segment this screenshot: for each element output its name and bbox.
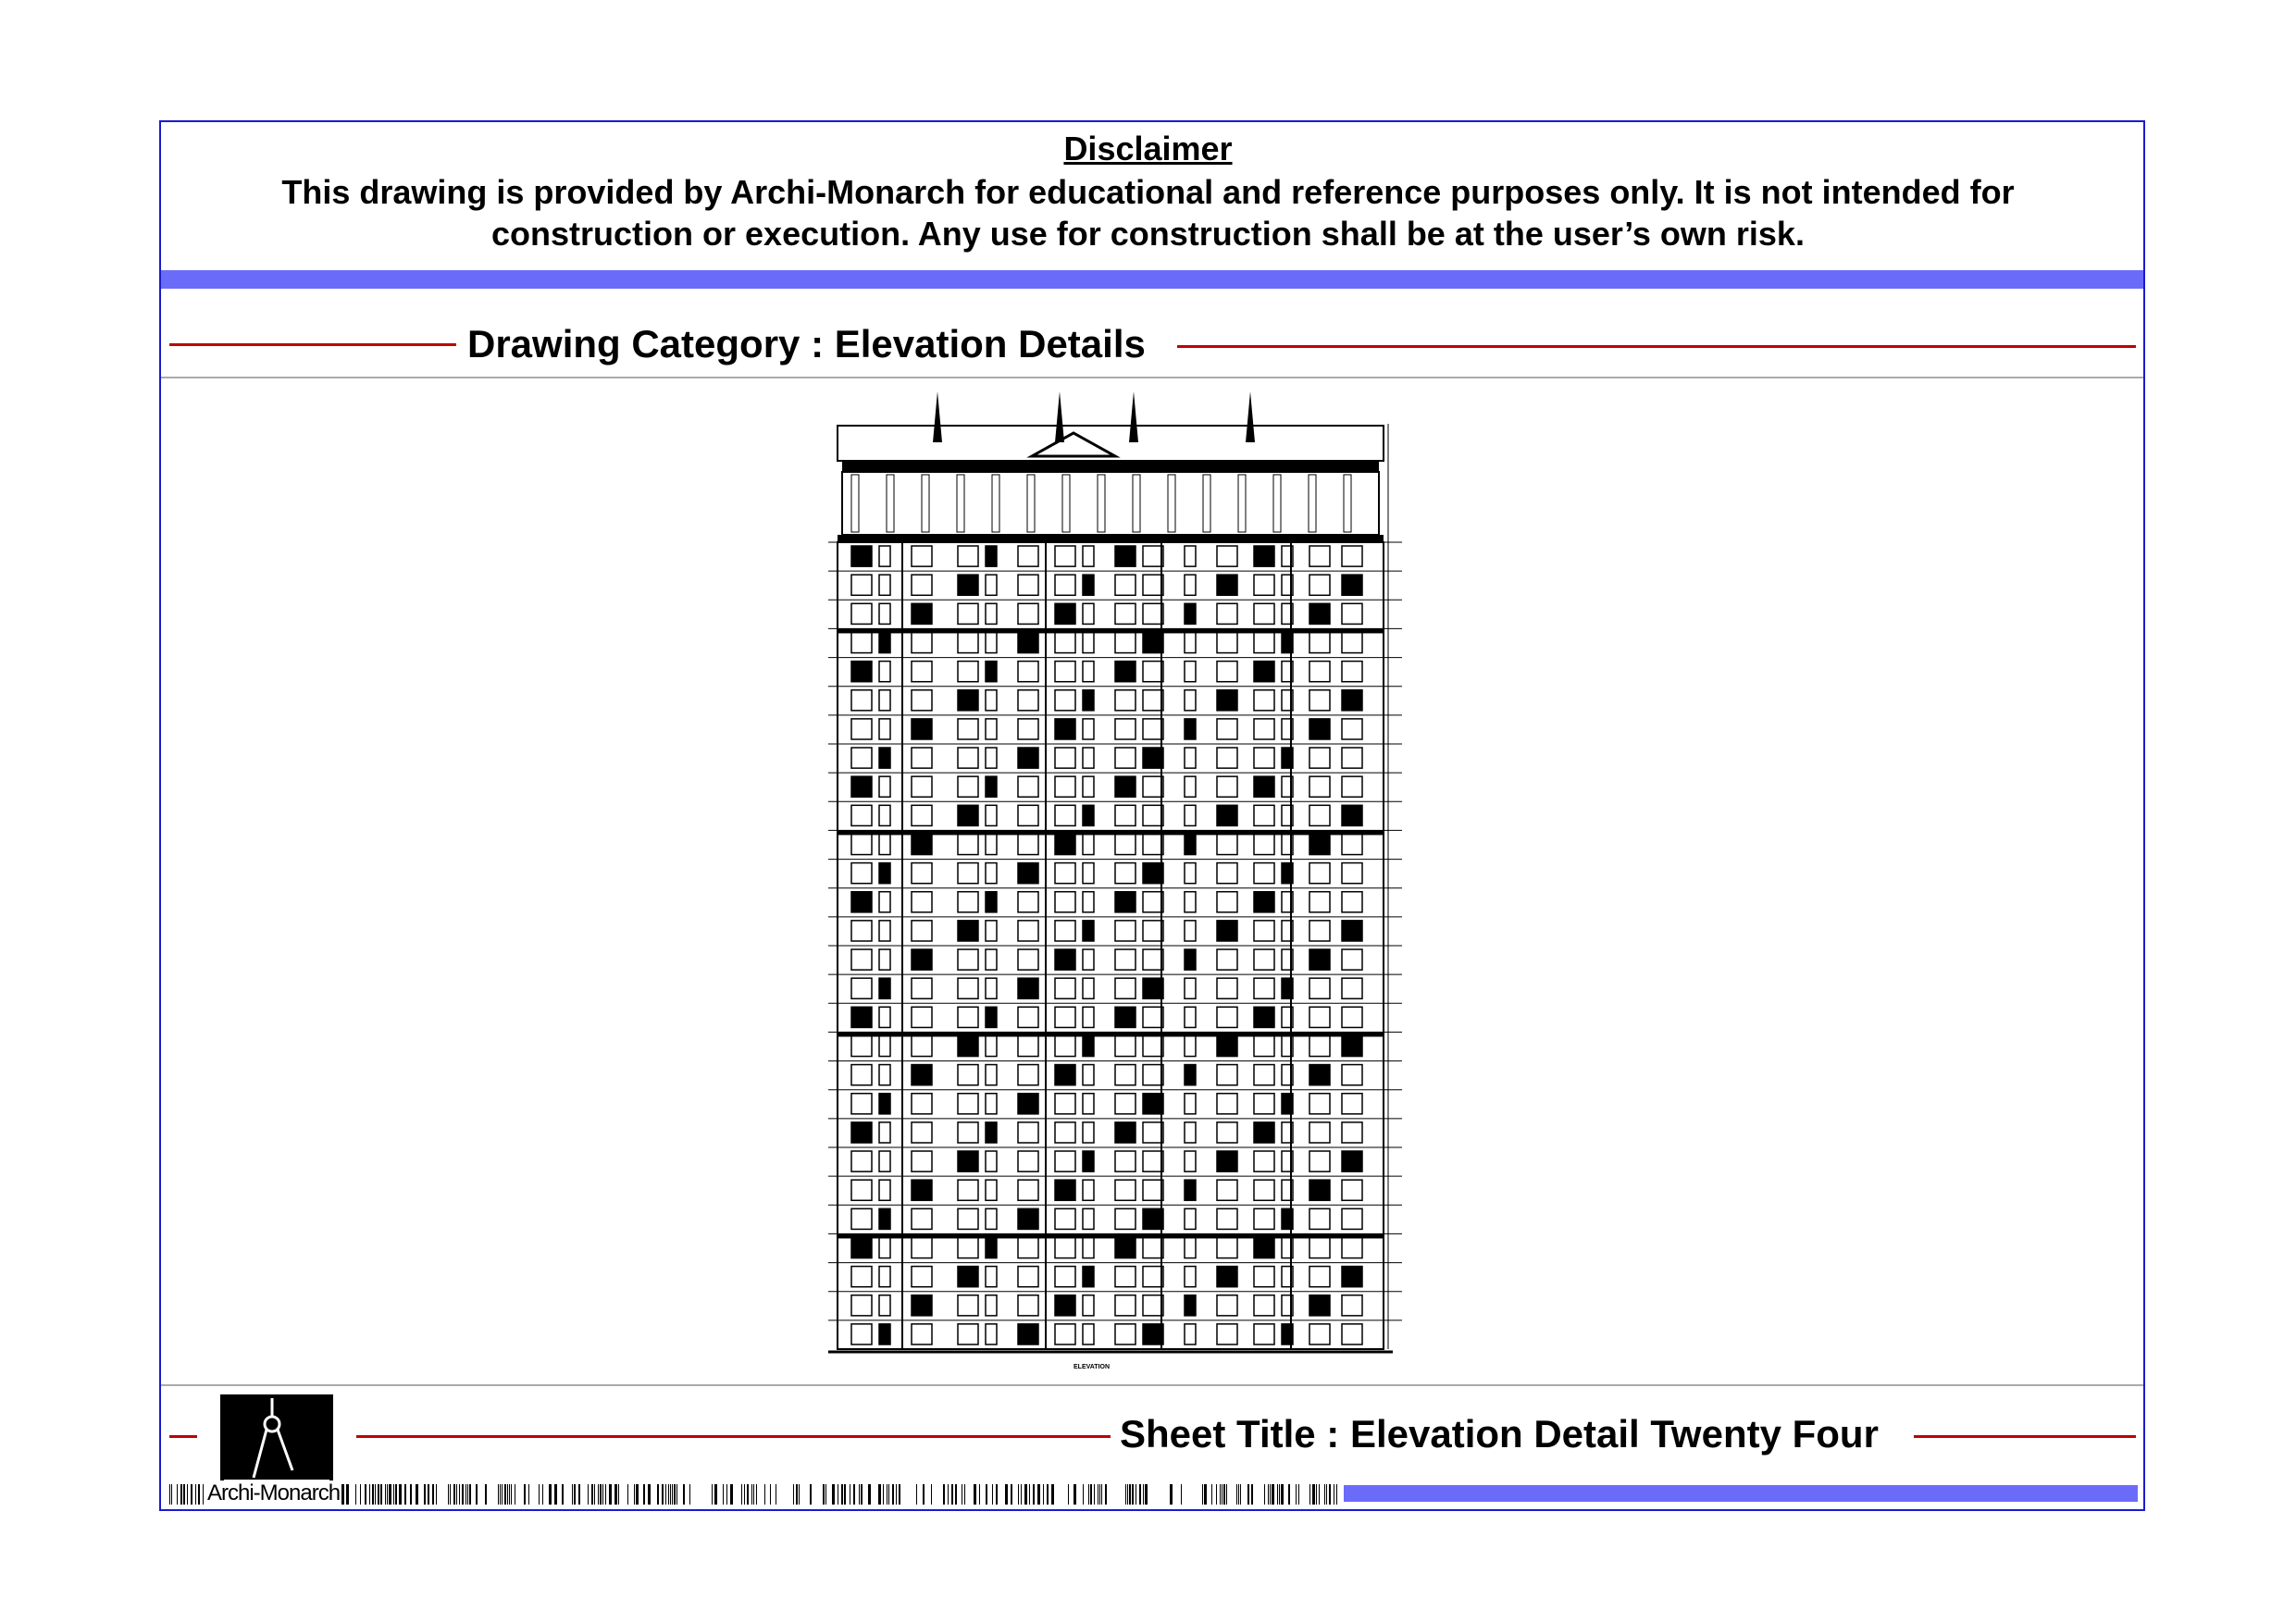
disclaimer-text: This drawing is provided by Archi-Monarc… bbox=[281, 173, 2015, 253]
barcode bbox=[169, 1484, 1337, 1505]
sheet-rule-mid bbox=[356, 1435, 1111, 1438]
category-rule-right bbox=[1177, 345, 2136, 348]
category-rule-left bbox=[169, 343, 456, 346]
divider bbox=[161, 1384, 2143, 1386]
footer-band bbox=[1344, 1485, 2138, 1502]
sheet-rule-left bbox=[169, 1435, 197, 1438]
header-band bbox=[161, 270, 2143, 289]
elevation-drawing bbox=[828, 391, 1402, 1354]
sheet-rule-right bbox=[1914, 1435, 2136, 1438]
divider bbox=[161, 377, 2143, 378]
sheet-frame bbox=[159, 120, 2145, 1511]
sheet-title: Sheet Title : Elevation Detail Twenty Fo… bbox=[1120, 1412, 1879, 1456]
drawing-caption: ELEVATION bbox=[1074, 1364, 1111, 1370]
disclaimer-title: Disclaimer bbox=[1063, 130, 1233, 167]
drawing-category: Drawing Category : Elevation Details bbox=[467, 322, 1146, 365]
brand-name: Archi-Monarch bbox=[205, 1481, 342, 1506]
logo bbox=[220, 1394, 333, 1483]
compass-divider-icon bbox=[224, 1398, 329, 1481]
